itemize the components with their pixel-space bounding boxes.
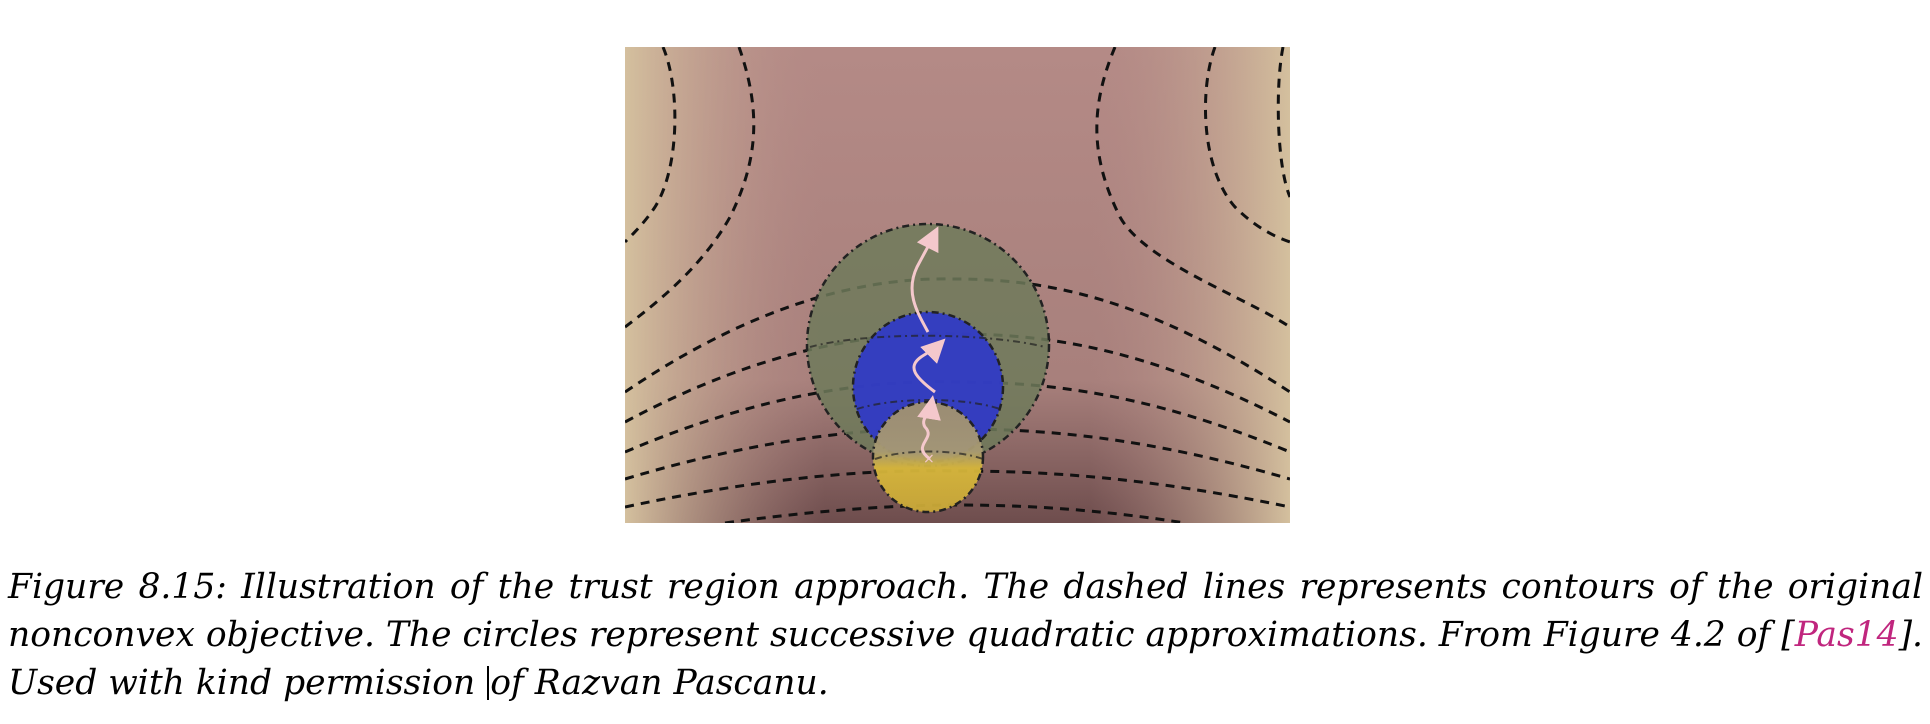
contour-overlay-3: [874, 450, 984, 460]
trust-region-illustration: ×: [625, 47, 1290, 523]
contour-right-1: [1095, 47, 1290, 329]
step-arrow-2: [912, 338, 946, 394]
figure-label: Figure 8.15:: [8, 567, 227, 607]
contour-bottom-2: [625, 332, 1290, 424]
contour-bottom-6: [724, 503, 1186, 523]
citation-link[interactable]: Pas14: [1794, 615, 1899, 655]
text-cursor: [487, 666, 490, 700]
caption-text-3: of Razvan Pascanu.: [490, 663, 829, 703]
caption-text-2: ]. Used with kind permission: [8, 615, 1923, 703]
trust-region-figure: ×: [625, 47, 1290, 523]
contour-right-2: [1204, 47, 1290, 244]
figure-caption: Figure 8.15: Illustration of the trust r…: [8, 563, 1923, 707]
contour-overlay-1: [809, 334, 1046, 348]
step-arrow-1: [917, 395, 941, 461]
start-point-marker: ×: [923, 451, 935, 467]
contour-left-2: [625, 47, 677, 244]
contour-left-1: [625, 47, 756, 329]
contour-bottom-4: [625, 427, 1290, 481]
caption-text-1: Illustration of the trust region approac…: [8, 567, 1923, 655]
step-arrow-3: [910, 226, 939, 333]
